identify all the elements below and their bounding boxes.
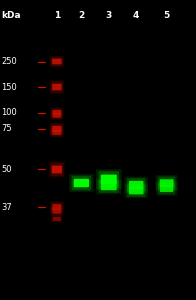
FancyBboxPatch shape [52,126,62,132]
FancyBboxPatch shape [50,128,64,137]
FancyBboxPatch shape [127,184,145,197]
FancyBboxPatch shape [96,179,121,194]
FancyBboxPatch shape [51,207,63,216]
FancyBboxPatch shape [52,58,62,64]
Text: 3: 3 [106,11,112,20]
FancyBboxPatch shape [52,166,62,173]
FancyBboxPatch shape [125,177,148,193]
FancyBboxPatch shape [129,181,143,189]
FancyBboxPatch shape [50,111,64,120]
FancyBboxPatch shape [50,201,64,213]
FancyBboxPatch shape [99,171,119,188]
Text: 2: 2 [78,11,84,20]
FancyBboxPatch shape [51,202,63,212]
FancyBboxPatch shape [50,163,64,176]
FancyBboxPatch shape [53,130,61,135]
FancyBboxPatch shape [72,176,91,190]
FancyBboxPatch shape [51,215,63,223]
FancyBboxPatch shape [127,178,145,191]
FancyBboxPatch shape [69,174,94,192]
Text: 150: 150 [1,82,17,91]
FancyBboxPatch shape [50,207,64,216]
FancyBboxPatch shape [52,84,62,90]
FancyBboxPatch shape [160,179,173,187]
FancyBboxPatch shape [158,183,175,194]
FancyBboxPatch shape [129,187,143,194]
FancyBboxPatch shape [50,107,64,118]
Text: 5: 5 [163,11,170,20]
FancyBboxPatch shape [160,185,173,192]
FancyBboxPatch shape [156,182,177,196]
FancyBboxPatch shape [49,161,65,178]
Text: 250: 250 [1,57,17,66]
FancyBboxPatch shape [51,128,63,137]
FancyBboxPatch shape [53,110,61,115]
FancyBboxPatch shape [51,112,62,119]
FancyBboxPatch shape [52,204,61,210]
Text: 100: 100 [1,108,17,117]
FancyBboxPatch shape [101,183,117,190]
Text: 50: 50 [1,165,12,174]
FancyBboxPatch shape [96,169,122,190]
FancyBboxPatch shape [155,175,178,191]
FancyBboxPatch shape [51,108,63,117]
FancyBboxPatch shape [74,179,89,187]
FancyBboxPatch shape [101,175,117,184]
FancyBboxPatch shape [51,124,63,134]
FancyBboxPatch shape [51,81,63,93]
FancyBboxPatch shape [158,176,176,190]
FancyBboxPatch shape [49,56,64,68]
FancyBboxPatch shape [51,57,63,66]
Text: 37: 37 [1,202,12,211]
FancyBboxPatch shape [53,113,61,118]
Text: 1: 1 [54,11,60,20]
FancyBboxPatch shape [49,80,64,94]
FancyBboxPatch shape [53,217,61,221]
Text: 75: 75 [1,124,12,134]
Text: kDa: kDa [1,11,21,20]
FancyBboxPatch shape [99,180,119,193]
FancyBboxPatch shape [53,209,61,214]
FancyBboxPatch shape [52,215,62,223]
Text: 4: 4 [133,11,139,20]
FancyBboxPatch shape [49,122,64,136]
FancyBboxPatch shape [125,183,148,198]
